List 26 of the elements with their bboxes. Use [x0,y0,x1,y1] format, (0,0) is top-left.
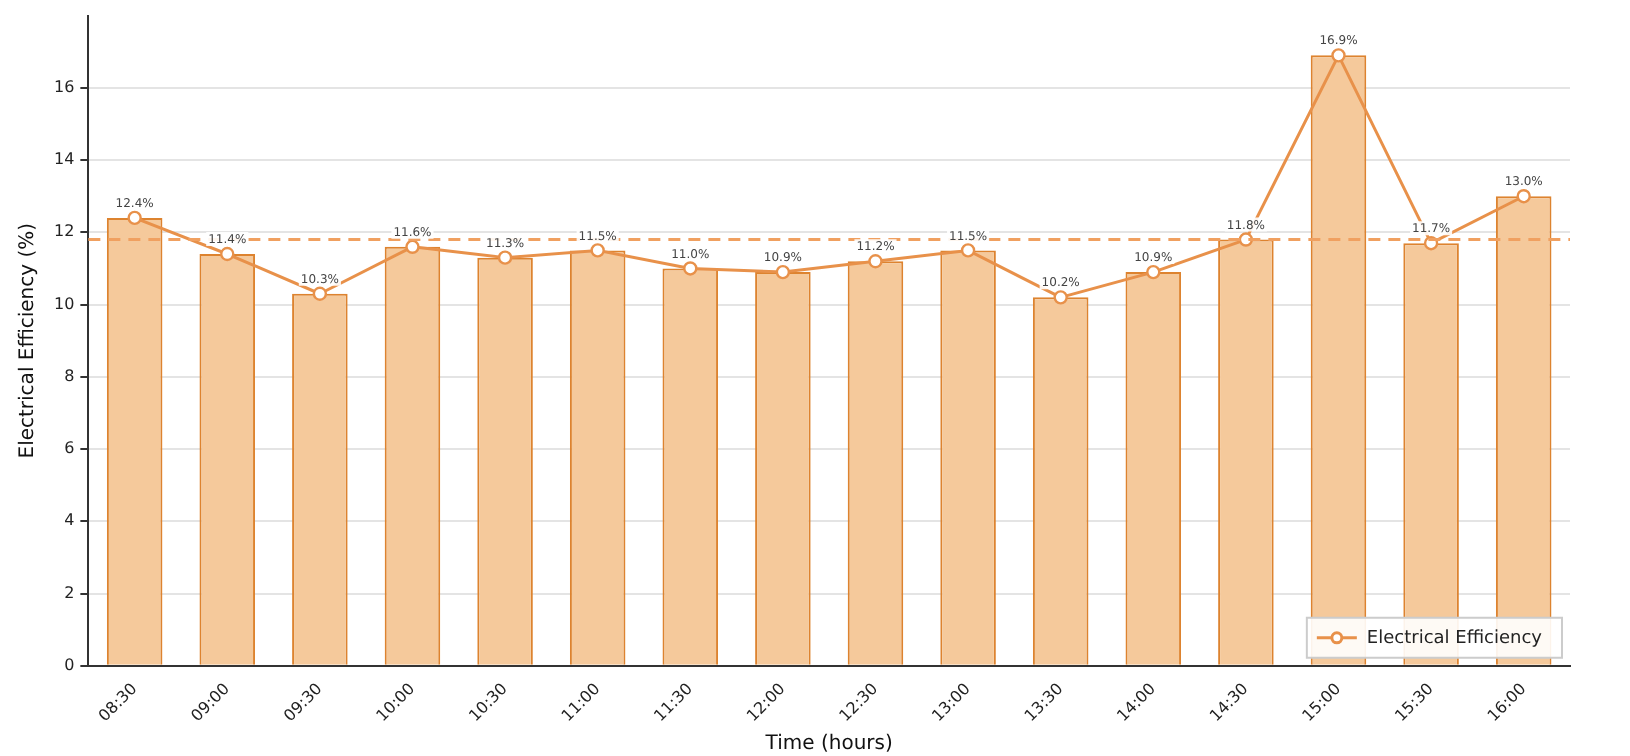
point [405,239,420,254]
y-tick-label: 14 [53,150,75,169]
point [497,250,513,265]
y-tick-label: 0 [64,655,75,674]
point [960,243,976,258]
y-tick-label: 8 [64,366,75,385]
point [683,261,698,276]
point [590,243,605,258]
y-tick-label: 6 [64,439,75,458]
point [1516,189,1531,204]
point [868,254,883,269]
y-axis-title: Electrical Efficiency (%) [17,222,40,459]
y-tick-label: 10 [53,294,75,313]
x-axis-title: Time (hours) [763,733,893,756]
y-tick-label: 2 [64,583,75,602]
point [1331,48,1346,63]
point [1146,264,1161,280]
point [312,286,328,301]
point [127,210,142,226]
point [1053,290,1068,305]
y-tick-label: 4 [64,511,75,530]
point [775,264,791,280]
y-tick-label: 12 [53,222,75,241]
legend-label: Electrical Efficiency [1366,628,1544,649]
point [220,246,235,262]
y-tick-label: 16 [53,78,75,96]
